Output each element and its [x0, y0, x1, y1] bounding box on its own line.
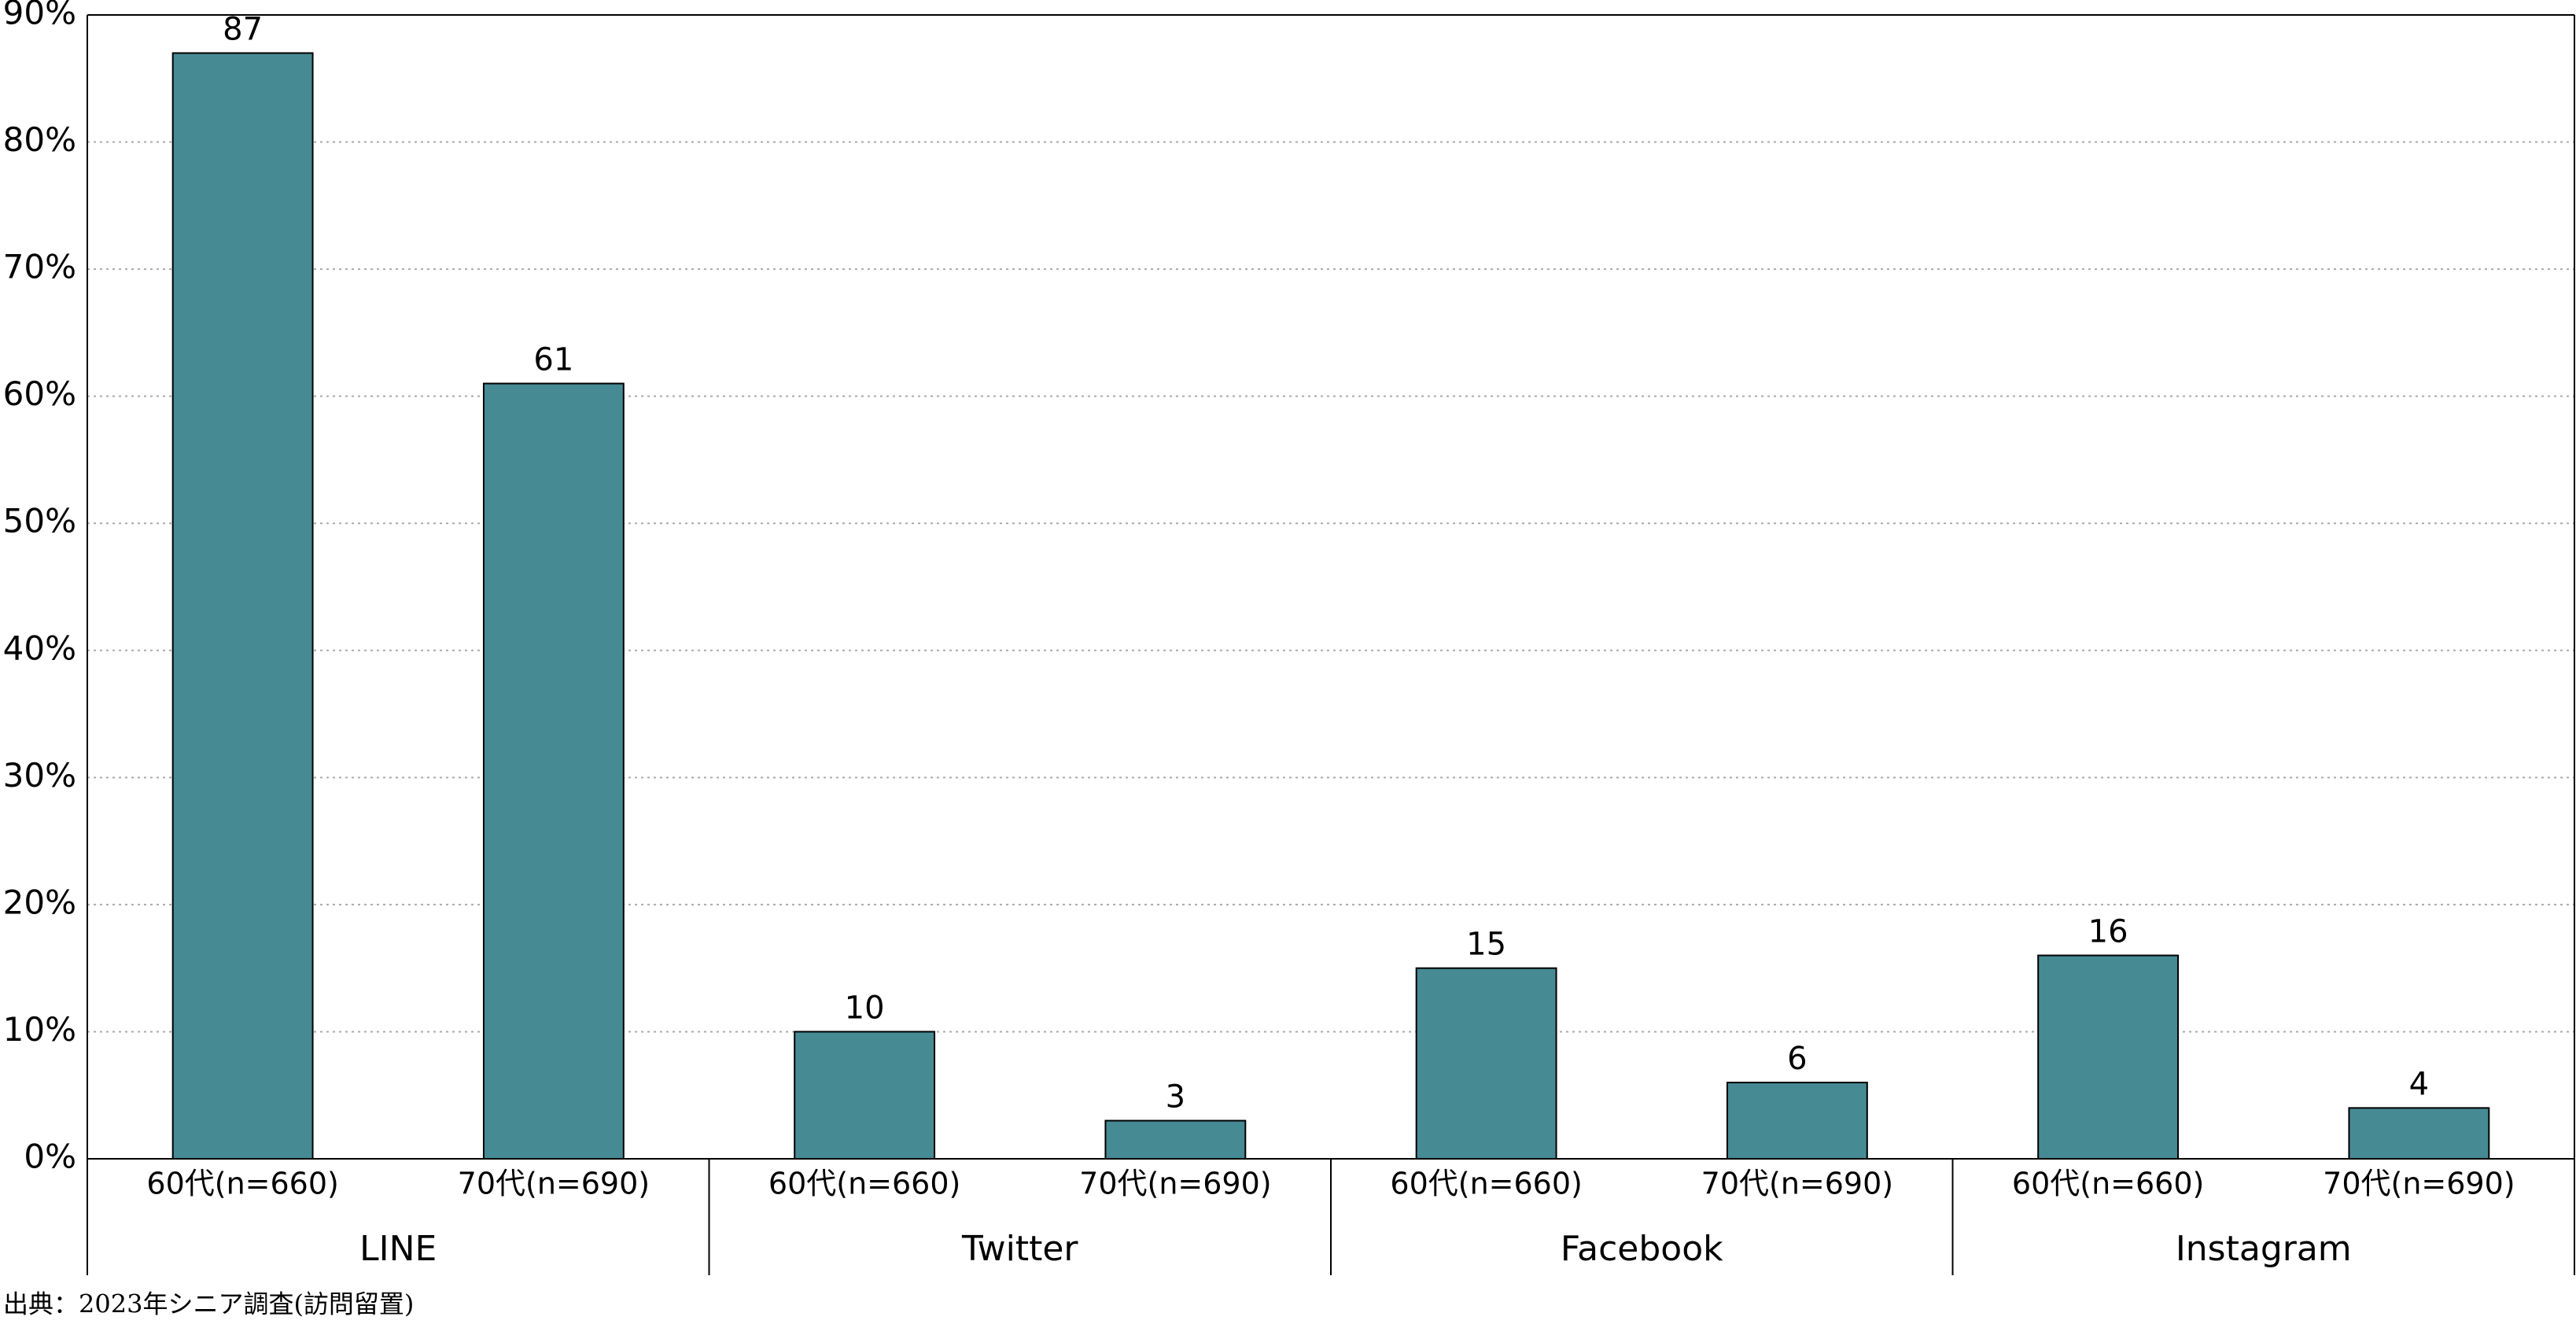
y-tick-label: 90% [3, 0, 76, 32]
y-tick-label: 20% [3, 883, 76, 921]
x-tick-label: 70代(n=690) [458, 1167, 650, 1201]
group-label: Instagram [2176, 1229, 2352, 1269]
y-tick-label: 40% [3, 629, 76, 667]
y-tick-label: 60% [3, 374, 76, 413]
y-tick-label: 70% [3, 248, 76, 286]
x-tick-label: 70代(n=690) [1701, 1167, 1893, 1201]
bar [1726, 1082, 1868, 1160]
value-label: 16 [2088, 914, 2128, 950]
bar [1104, 1119, 1247, 1160]
value-label: 61 [533, 342, 573, 378]
x-tick-label: 60代(n=660) [2012, 1167, 2204, 1201]
y-tick-label: 50% [3, 502, 76, 540]
x-tick-label: 60代(n=660) [1390, 1167, 1582, 1201]
bar [2037, 954, 2180, 1160]
x-tick-label: 60代(n=660) [146, 1167, 338, 1201]
value-label: 15 [1466, 927, 1506, 963]
value-label: 87 [223, 11, 263, 47]
value-label: 3 [1166, 1079, 1185, 1116]
group-label: LINE [359, 1229, 437, 1269]
x-tick-label: 70代(n=690) [1079, 1167, 1271, 1201]
bar [482, 382, 625, 1160]
x-tick-label: 60代(n=660) [768, 1167, 960, 1201]
x-tick-label: 70代(n=690) [2323, 1167, 2515, 1201]
value-label: 4 [2409, 1066, 2429, 1102]
group-label: Twitter [961, 1229, 1078, 1269]
source-note: 出典：2023年シニア調査(訪問留置) [3, 1289, 414, 1319]
bar [171, 52, 314, 1160]
y-tick-label: 0% [24, 1138, 76, 1176]
group-label: Facebook [1561, 1229, 1723, 1269]
y-tick-label: 30% [3, 756, 76, 795]
bar [1415, 967, 1557, 1160]
value-label: 10 [845, 990, 885, 1026]
bar [794, 1031, 936, 1160]
bar [2348, 1107, 2490, 1160]
y-tick-label: 80% [3, 120, 76, 159]
value-label: 6 [1787, 1041, 1807, 1077]
y-tick-label: 10% [3, 1010, 76, 1049]
